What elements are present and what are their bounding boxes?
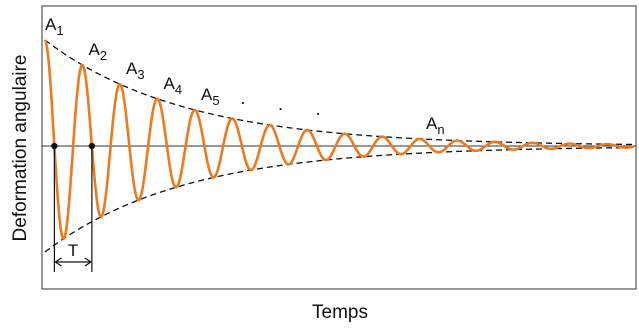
- peak-label-1: A1: [45, 15, 64, 38]
- peak-label-3: A3: [126, 59, 145, 82]
- peak-label-base: A: [164, 74, 176, 93]
- period-start-dot: [51, 142, 58, 150]
- x-axis-label: Temps: [312, 302, 368, 323]
- peak-label-2: A2: [89, 40, 108, 63]
- peak-label-base: A: [126, 59, 138, 78]
- peak-label-subscript: n: [437, 122, 444, 137]
- peak-label-subscript: 5: [212, 93, 219, 108]
- peak-label-base: A: [201, 85, 213, 104]
- peak-label-base: A: [45, 15, 57, 34]
- peak-label-subscript: 2: [100, 48, 107, 63]
- ellipsis-dots: · · ·: [240, 92, 321, 123]
- ellipsis-dot: ·: [278, 98, 284, 118]
- oscillation-curve: [43, 39, 635, 240]
- peak-label-subscript: 4: [175, 82, 182, 97]
- upper-envelope-curve: [44, 39, 634, 146]
- peak-label-n: An: [426, 114, 445, 137]
- period-end-dot: [88, 142, 96, 150]
- peak-label-4: A4: [164, 74, 183, 97]
- period-arrow-right-head: [84, 257, 92, 267]
- peak-label-5: A5: [201, 85, 220, 108]
- ellipsis-dot: ·: [315, 103, 321, 123]
- peak-label-base: A: [89, 40, 101, 59]
- peak-label-base: A: [426, 114, 438, 133]
- period-arrow-left-head: [54, 257, 62, 267]
- period-label: T: [68, 241, 78, 260]
- y-axis-label: Deformation angulaire: [10, 55, 31, 242]
- period-marker: T: [51, 142, 96, 272]
- peak-label-subscript: 1: [56, 23, 63, 38]
- plot-frame: [41, 5, 637, 290]
- peak-label-subscript: 3: [137, 67, 144, 82]
- lower-envelope-curve: [44, 146, 634, 253]
- ellipsis-dot: ·: [240, 92, 246, 112]
